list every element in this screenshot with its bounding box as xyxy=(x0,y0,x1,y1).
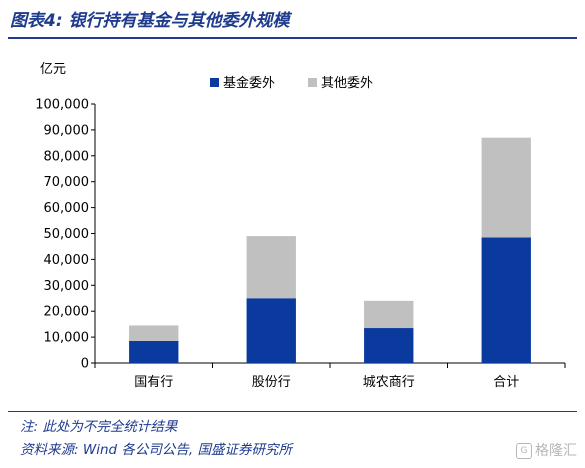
y-tick-label: 30,000 xyxy=(44,279,90,294)
footer-divider xyxy=(8,411,577,412)
y-tick-label: 10,000 xyxy=(44,331,90,346)
bar-other-1 xyxy=(129,325,179,341)
y-tick-label: 100,000 xyxy=(35,98,89,113)
y-tick-label: 60,000 xyxy=(44,201,90,216)
bar-fund-2 xyxy=(246,298,296,363)
x-tick-label: 股份行 xyxy=(252,375,291,390)
watermark: G 格隆汇 xyxy=(516,440,577,460)
y-tick-label: 80,000 xyxy=(44,149,90,164)
y-tick-label: 50,000 xyxy=(44,227,90,242)
x-tick-label: 合计 xyxy=(493,375,519,390)
watermark-text: 格隆汇 xyxy=(535,443,577,459)
bar-other-2 xyxy=(246,236,296,299)
legend-label-2: 其他委外 xyxy=(321,76,373,91)
watermark-logo-icon: G xyxy=(516,443,532,459)
y-tick-label: 0 xyxy=(81,357,89,372)
footnote: 注: 此处为不完全统计结果 xyxy=(20,419,178,435)
y-unit-label: 亿元 xyxy=(40,62,66,77)
legend-swatch-1 xyxy=(210,78,219,87)
legend-label-1: 基金委外 xyxy=(223,75,275,91)
chart-title: 图表4: 银行持有基金与其他委外规模 xyxy=(10,11,290,31)
x-tick-label: 城农商行 xyxy=(363,375,415,390)
y-tick-label: 90,000 xyxy=(44,123,90,138)
bar-fund-4 xyxy=(481,237,531,363)
title-divider xyxy=(8,37,577,39)
y-tick-label: 20,000 xyxy=(44,305,90,320)
bar-fund-3 xyxy=(364,328,414,363)
y-tick-label: 70,000 xyxy=(44,175,90,190)
bar-fund-1 xyxy=(129,340,179,363)
x-tick-label: 国有行 xyxy=(134,375,173,390)
legend-swatch-2 xyxy=(308,78,317,87)
source-note: 资料来源: Wind 各公司公告, 国盛证券研究所 xyxy=(20,442,292,458)
bar-other-4 xyxy=(481,137,531,238)
bar-other-3 xyxy=(364,300,414,329)
y-tick-label: 40,000 xyxy=(44,253,90,268)
